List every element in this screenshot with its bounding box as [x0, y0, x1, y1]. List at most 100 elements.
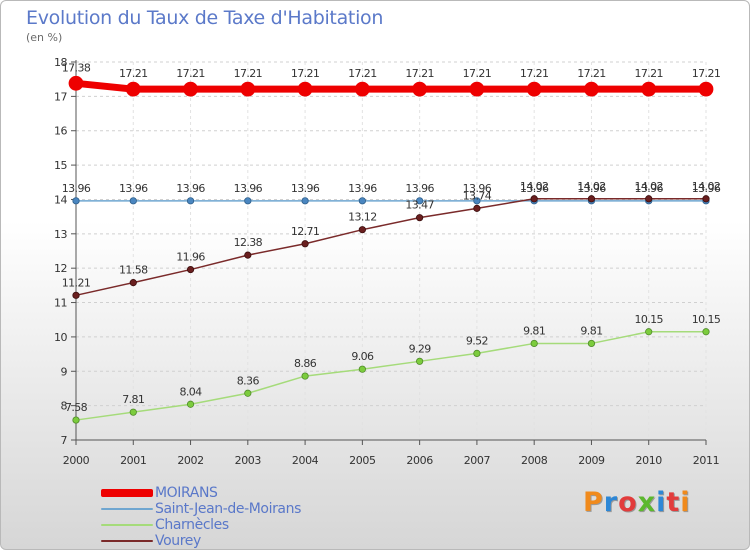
- y-tick-label: 8: [61, 400, 68, 413]
- data-label-saint-jean-de-moirans: 13.96: [634, 182, 663, 195]
- data-point: [473, 197, 481, 205]
- data-label-vourey: 13.74: [463, 189, 492, 202]
- y-tick-label: 13: [54, 228, 67, 241]
- data-point: [72, 416, 80, 424]
- data-label-vourey: 11.21: [62, 276, 91, 289]
- data-label-moirans: 17.21: [577, 67, 606, 80]
- data-point: [530, 195, 538, 203]
- series-vourey: [72, 195, 710, 299]
- y-tick-label: 12: [54, 262, 67, 275]
- data-point: [301, 197, 309, 205]
- data-label-moirans: 17.21: [463, 67, 492, 80]
- data-label-saint-jean-de-moirans: 13.96: [291, 182, 320, 195]
- data-point: [473, 204, 481, 212]
- data-point: [186, 265, 195, 274]
- chart-unit-label: (en %): [26, 31, 63, 44]
- data-label-saint-jean-de-moirans: 13.96: [405, 182, 434, 195]
- logo-letter: x: [637, 487, 657, 518]
- legend-swatch-moirans: [101, 489, 153, 497]
- data-label-vourey: 14.02: [577, 180, 606, 193]
- y-tick-label: 16: [54, 125, 67, 138]
- data-point: [354, 81, 370, 97]
- data-point: [702, 328, 710, 336]
- data-point: [129, 197, 137, 205]
- data-point: [240, 81, 256, 97]
- x-tick-label: 2000: [63, 454, 90, 467]
- legend-swatch-vourey: [101, 540, 153, 542]
- data-point: [68, 75, 84, 91]
- data-point: [645, 328, 653, 336]
- legend-label-charnecles: Charnècles: [155, 516, 229, 533]
- y-tick-label: 11: [54, 297, 67, 310]
- x-tick-label: 2010: [636, 454, 663, 467]
- data-label-saint-jean-de-moirans: 13.96: [463, 182, 492, 195]
- data-label-charn-cles: 10.15: [692, 313, 721, 326]
- legend-item-moirans: MOIRANS: [101, 485, 301, 501]
- y-tick-label: 10: [54, 331, 67, 344]
- logo-letter: i: [680, 487, 691, 518]
- data-point: [412, 81, 428, 97]
- y-tick-label: 7: [61, 434, 68, 447]
- data-point: [72, 291, 80, 299]
- data-label-charn-cles: 9.29: [409, 342, 432, 355]
- chart-title: Evolution du Taux de Taxe d'Habitation: [26, 7, 384, 29]
- data-label-vourey: 14.02: [520, 180, 549, 193]
- data-label-vourey: 14.02: [692, 180, 721, 193]
- data-label-charn-cles: 7.58: [65, 401, 88, 414]
- data-label-saint-jean-de-moirans: 13.96: [176, 182, 205, 195]
- series-line: [72, 79, 710, 93]
- data-label-moirans: 17.21: [119, 67, 148, 80]
- data-label-moirans: 17.21: [176, 67, 205, 80]
- legend-item-saint-jean-de-moirans: Saint-Jean-de-Moirans: [101, 501, 301, 517]
- data-point: [129, 408, 137, 416]
- data-label-charn-cles: 10.15: [634, 313, 663, 326]
- x-tick-label: 2003: [235, 454, 262, 467]
- data-label-saint-jean-de-moirans: 13.96: [119, 182, 148, 195]
- data-label-vourey: 12.38: [234, 236, 263, 249]
- data-point: [301, 240, 309, 248]
- data-point: [416, 197, 424, 205]
- data-label-moirans: 17.21: [520, 67, 549, 80]
- data-point: [72, 197, 80, 205]
- y-tick-label: 14: [54, 193, 67, 206]
- y-tick-label: 17: [54, 90, 67, 103]
- data-point: [416, 357, 424, 365]
- data-point: [587, 339, 596, 348]
- legend-label-vourey: Vourey: [155, 532, 201, 549]
- x-tick-label: 2006: [406, 454, 433, 467]
- data-label-saint-jean-de-moirans: 13.96: [520, 182, 549, 195]
- data-point: [358, 226, 366, 234]
- x-tick-label: 2004: [292, 454, 319, 467]
- x-tick-label: 2007: [464, 454, 491, 467]
- data-point: [244, 197, 252, 205]
- x-tick-label: 2001: [120, 454, 146, 467]
- x-tick-label: 2002: [177, 454, 203, 467]
- data-label-vourey: 14.02: [634, 180, 663, 193]
- data-point: [702, 195, 710, 203]
- proxiti-logo[interactable]: Proxiti: [583, 487, 691, 518]
- data-label-saint-jean-de-moirans: 13.96: [234, 182, 263, 195]
- data-label-saint-jean-de-moirans: 13.96: [348, 182, 377, 195]
- legend-label-moirans: MOIRANS: [155, 484, 218, 501]
- logo-letter: i: [656, 487, 667, 518]
- data-label-moirans: 17.21: [348, 67, 377, 80]
- chart-legend: MOIRANS Saint-Jean-de-Moirans Charnècles…: [101, 485, 301, 549]
- series-line: [75, 331, 707, 421]
- data-point: [244, 389, 252, 397]
- data-label-moirans: 17.38: [62, 61, 91, 74]
- data-point: [301, 372, 309, 380]
- data-label-saint-jean-de-moirans: 13.96: [577, 182, 606, 195]
- logo-letter: o: [618, 487, 638, 518]
- data-label-vourey: 13.12: [348, 211, 377, 224]
- data-point: [186, 400, 195, 408]
- data-point: [129, 279, 137, 287]
- data-point: [244, 251, 252, 259]
- data-label-vourey: 12.71: [291, 225, 320, 238]
- data-label-charn-cles: 9.52: [466, 334, 488, 347]
- data-point: [186, 197, 195, 205]
- legend-item-charnecles: Charnècles: [101, 517, 301, 533]
- data-point: [587, 195, 596, 203]
- data-point: [473, 349, 481, 358]
- data-point: [358, 365, 366, 373]
